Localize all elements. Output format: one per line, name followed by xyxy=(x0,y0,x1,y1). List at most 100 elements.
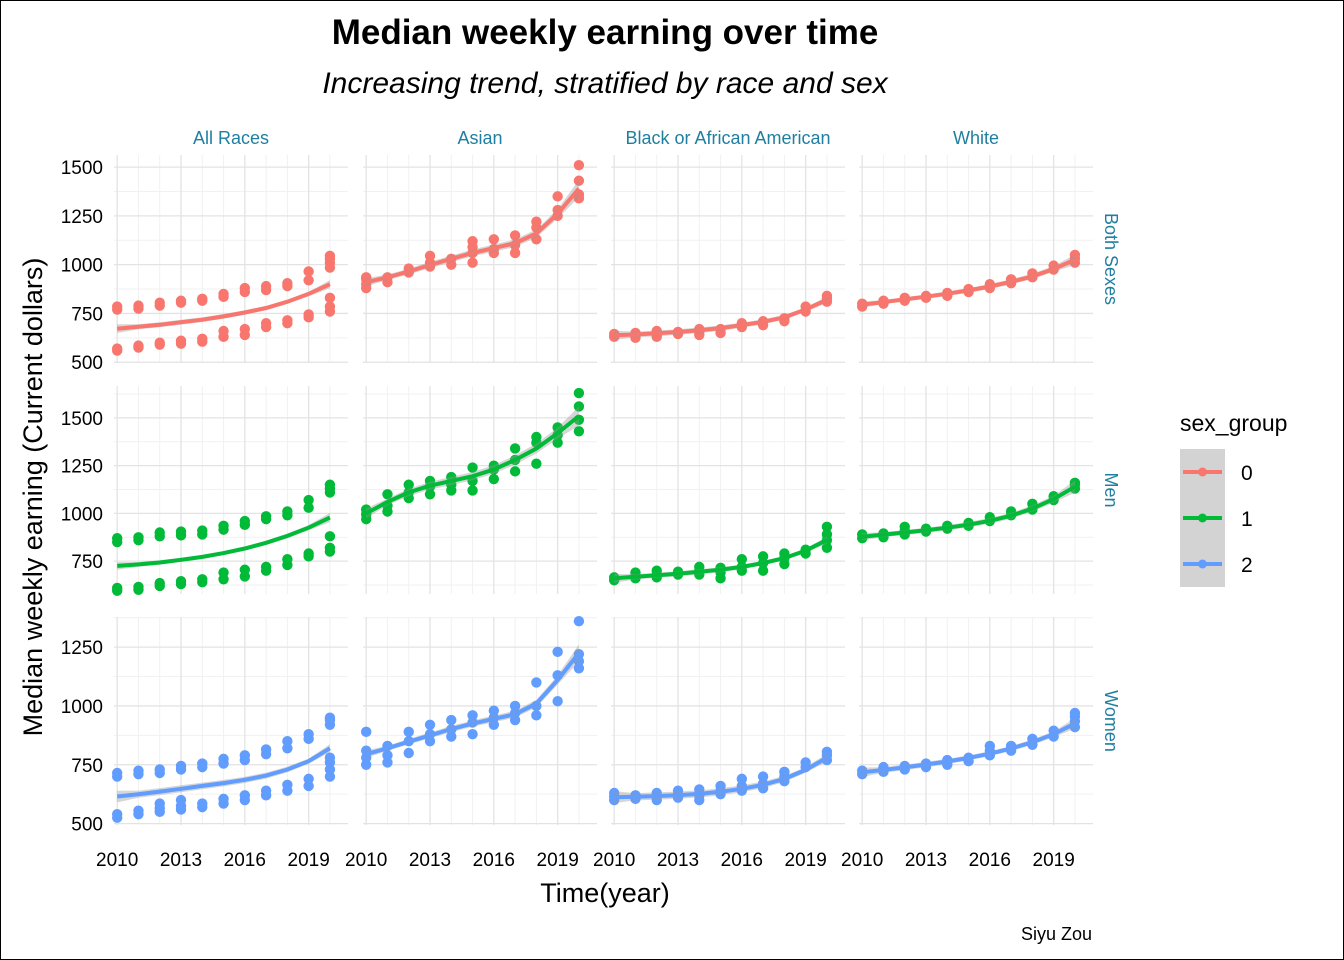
data-point xyxy=(218,288,229,300)
data-point xyxy=(260,511,272,522)
data-point xyxy=(821,290,833,302)
data-point xyxy=(821,529,833,540)
data-point xyxy=(1069,477,1081,489)
y-tick-label: 1000 xyxy=(61,504,103,525)
legend-key-point xyxy=(1198,467,1207,477)
data-point xyxy=(736,773,748,785)
panel-men-white xyxy=(856,386,1093,594)
data-point xyxy=(282,506,293,517)
data-point xyxy=(488,234,500,245)
y-tick-label: 750 xyxy=(71,756,103,777)
data-point xyxy=(573,616,585,627)
data-point xyxy=(175,794,187,806)
data-point xyxy=(175,526,187,537)
data-point xyxy=(111,533,123,544)
panel-women-all-races xyxy=(111,617,348,825)
data-point xyxy=(509,247,521,259)
x-tick-label: 2019 xyxy=(288,850,330,871)
data-point xyxy=(324,542,336,553)
y-tick-label: 500 xyxy=(71,815,103,836)
data-point xyxy=(260,280,272,292)
smooth-line xyxy=(861,721,1076,775)
data-point xyxy=(360,726,372,738)
data-point xyxy=(260,744,272,755)
y-tick-label: 1250 xyxy=(61,457,103,478)
data-point xyxy=(303,266,314,277)
legend-key-point xyxy=(1198,559,1207,569)
data-point xyxy=(133,581,144,593)
data-point xyxy=(467,257,478,268)
data-point xyxy=(239,323,251,335)
smooth-line xyxy=(614,297,828,338)
data-point xyxy=(111,343,123,354)
x-tick-label: 2013 xyxy=(905,850,947,871)
x-tick-label: 2019 xyxy=(537,850,579,871)
legend-item-2: 2 xyxy=(1180,541,1253,587)
facet-strip-black-or-african-american: Black or African American xyxy=(625,128,830,148)
data-point xyxy=(197,293,208,305)
legend-title: sex_group xyxy=(1180,410,1287,436)
data-point xyxy=(303,494,314,506)
data-point xyxy=(303,548,314,559)
data-point xyxy=(324,250,336,262)
y-tick-label: 1000 xyxy=(61,697,103,718)
y-tick-label: 1500 xyxy=(61,409,103,430)
y-tick-label: 1500 xyxy=(61,158,103,179)
smooth-line xyxy=(117,282,331,331)
data-point xyxy=(509,443,521,454)
x-tick-label: 2019 xyxy=(785,850,827,871)
smooth-line xyxy=(862,484,1076,539)
data-point xyxy=(488,705,500,716)
facet-strip-asian: Asian xyxy=(457,128,502,148)
data-point xyxy=(303,502,314,513)
data-point xyxy=(424,489,436,500)
data-point xyxy=(573,426,585,437)
panel-men-black-or-african-american xyxy=(608,386,845,594)
data-point xyxy=(324,301,336,312)
data-point xyxy=(111,808,123,820)
data-point xyxy=(282,779,293,790)
data-point xyxy=(821,521,833,532)
data-point xyxy=(175,760,187,772)
smooth-line xyxy=(365,651,581,757)
data-point xyxy=(282,554,293,565)
data-point xyxy=(467,485,478,496)
data-point xyxy=(552,437,563,448)
data-point xyxy=(133,765,144,776)
data-point xyxy=(899,521,910,532)
smooth-line xyxy=(861,257,1076,307)
data-point xyxy=(197,525,208,536)
data-point xyxy=(133,300,144,311)
smooth-line xyxy=(365,414,581,516)
y-tick-label: 750 xyxy=(71,552,103,573)
data-point xyxy=(531,431,542,443)
data-point xyxy=(260,317,272,329)
facet-strip-white: White xyxy=(953,128,999,148)
data-point xyxy=(175,576,187,587)
x-tick-label: 2016 xyxy=(969,850,1011,871)
data-point xyxy=(552,191,563,202)
data-point xyxy=(382,750,393,761)
data-point xyxy=(218,520,229,532)
panel-women-asian xyxy=(360,616,597,825)
legend: sex_group 0 1 2 xyxy=(1180,410,1287,587)
legend-label: 0 xyxy=(1241,462,1253,485)
data-point xyxy=(111,301,123,312)
facet-strip-both-sexes: Both Sexes xyxy=(1101,213,1121,305)
facet-strip-all-races: All Races xyxy=(193,128,269,148)
data-point xyxy=(282,277,293,289)
data-point xyxy=(282,736,293,747)
data-point xyxy=(403,726,414,738)
caption: Siyu Zou xyxy=(1021,924,1092,944)
legend-label: 2 xyxy=(1241,554,1253,577)
panel-both-sexes-white xyxy=(856,155,1093,363)
data-point xyxy=(573,175,585,186)
data-point xyxy=(197,574,208,585)
data-point xyxy=(573,159,585,171)
data-point xyxy=(111,582,123,594)
panel-women-white xyxy=(856,617,1093,825)
data-point xyxy=(757,771,769,782)
data-point xyxy=(509,700,521,712)
x-tick-label: 2010 xyxy=(345,850,387,871)
data-point xyxy=(424,250,436,262)
